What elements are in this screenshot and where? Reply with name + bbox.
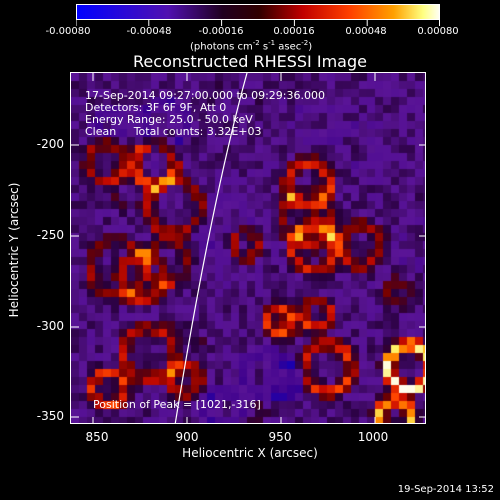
colorbar-tick-label: -0.00080 xyxy=(45,26,91,37)
y-tick-label: -200 xyxy=(36,137,64,151)
colorbar-tick-label: -0.00048 xyxy=(126,26,172,37)
x-axis-label: Heliocentric X (arcsec) xyxy=(182,446,318,460)
clean-counts-text: Clean Total counts: 3.32E+03 xyxy=(85,125,262,138)
colorbar-tick-label: -0.00016 xyxy=(198,26,244,37)
x-tick-label: 1000 xyxy=(357,430,389,444)
colorbar xyxy=(76,4,440,20)
plot-overlay xyxy=(71,73,425,423)
colorbar-ticks xyxy=(76,20,440,26)
colorbar-tick-label: 0.00080 xyxy=(417,26,459,37)
plot-title: Reconstructed RHESSI Image xyxy=(133,52,367,71)
rhessi-heatmap xyxy=(71,73,425,423)
detectors-text: Detectors: 3F 6F 9F, Att 0 xyxy=(85,101,227,114)
x-tick-label: 850 xyxy=(85,430,109,444)
y-tick-label: -250 xyxy=(36,228,64,242)
colorbar-tick-label: 0.00048 xyxy=(345,26,387,37)
x-tick-label: 900 xyxy=(175,430,199,444)
y-tick-label: -300 xyxy=(36,319,64,333)
image-plot: 17-Sep-2014 09:27:00.000 to 09:29:36.000… xyxy=(70,72,426,424)
time-range-text: 17-Sep-2014 09:27:00.000 to 09:29:36.000 xyxy=(85,89,325,102)
x-tick-label: 950 xyxy=(268,430,292,444)
axis-ticks xyxy=(71,73,425,423)
timestamp: 19-Sep-2014 13:52 xyxy=(397,484,494,495)
colorbar-tick-label: 0.00016 xyxy=(273,26,315,37)
y-axis-label: Heliocentric Y (arcsec) xyxy=(7,182,21,318)
colorbar-units: (photons cm-2 s-1 asec-2) xyxy=(190,39,313,53)
y-tick-label: -350 xyxy=(36,409,64,423)
peak-position-text: Position of Peak = [1021,-316] xyxy=(93,398,261,411)
energy-range-text: Energy Range: 25.0 - 50.0 keV xyxy=(85,113,253,126)
solar-limb-line xyxy=(174,73,248,423)
